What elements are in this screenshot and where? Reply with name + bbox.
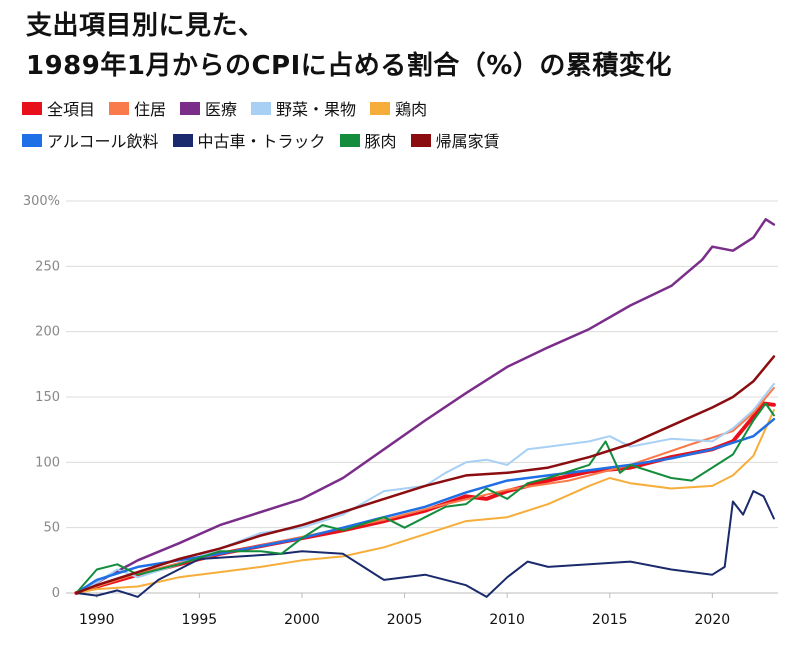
x-tick-label: 2010 [489,612,525,628]
y-axis-ticks: 300% 250 200 150 100 50 0 [23,194,60,601]
series-line [75,218,776,595]
y-tick-label: 250 [35,259,60,274]
legend-swatch [109,101,130,115]
series-lines [74,218,776,598]
legend-swatch [22,101,42,115]
legend-label: 住居 [134,100,167,119]
legend-swatch [370,101,391,115]
x-tick-label: 1995 [182,612,218,628]
gridlines [66,200,778,594]
legend-swatch [339,133,360,147]
legend-row-2: アルコール飲料 中古車・トラック 豚肉 帰属家賃 [22,128,514,152]
legend-item: 全項目 [22,96,95,120]
legend-item: 医療 [180,96,237,120]
series-line [75,409,775,594]
x-tick-label: 2005 [387,612,423,628]
legend-row-1: 全項目 住居 医療 野菜・果物 鶏肉 [22,96,441,120]
y-tick-label: 0 [52,586,60,601]
series-line [75,355,776,595]
chart-title-line2: 1989年1月からのCPIに占める割合（%）の累積変化 [26,51,672,81]
legend-label: 豚肉 [364,132,397,151]
legend-item: 野菜・果物 [251,96,356,120]
legend-swatch [172,133,193,147]
legend-label: 医療 [205,100,238,119]
y-tick-label: 200 [35,325,60,340]
legend-label: 帰属家賃 [435,132,500,151]
legend-swatch [410,133,431,147]
series-line [75,490,775,598]
legend-label: 全項目 [47,100,96,119]
y-tick-label: 300% [23,194,60,209]
legend-item: 住居 [109,96,166,120]
legend-label: アルコール飲料 [47,132,159,151]
legend-swatch [22,133,42,147]
x-tick-label: 1990 [79,612,115,628]
legend-item: アルコール飲料 [22,128,159,152]
y-tick-label: 150 [35,390,60,405]
legend-item: 豚肉 [339,128,397,152]
series-line [75,417,776,595]
legend-swatch [251,101,272,115]
x-tick-label: 2020 [695,612,731,628]
legend-item: 中古車・トラック [172,128,326,152]
legend-label: 中古車・トラック [197,132,326,151]
legend-swatch [180,101,201,115]
chart-title: 支出項目別に見た、 1989年1月からのCPIに占める割合（%）の累積変化 [26,6,672,86]
x-tick-label: 2000 [284,612,320,628]
legend-label: 野菜・果物 [276,100,357,119]
chart-title-line1: 支出項目別に見た、 [26,11,265,41]
x-axis-ticks: 1990 1995 2000 2005 2010 2015 2020 [79,593,730,628]
legend-item: 帰属家賃 [410,128,500,152]
y-tick-label: 100 [35,455,60,470]
x-tick-label: 2015 [592,612,628,628]
series-line [75,386,775,594]
y-tick-label: 50 [43,521,60,536]
legend-label: 鶏肉 [395,100,428,119]
legend-item: 鶏肉 [370,96,427,120]
series-line [75,402,775,594]
